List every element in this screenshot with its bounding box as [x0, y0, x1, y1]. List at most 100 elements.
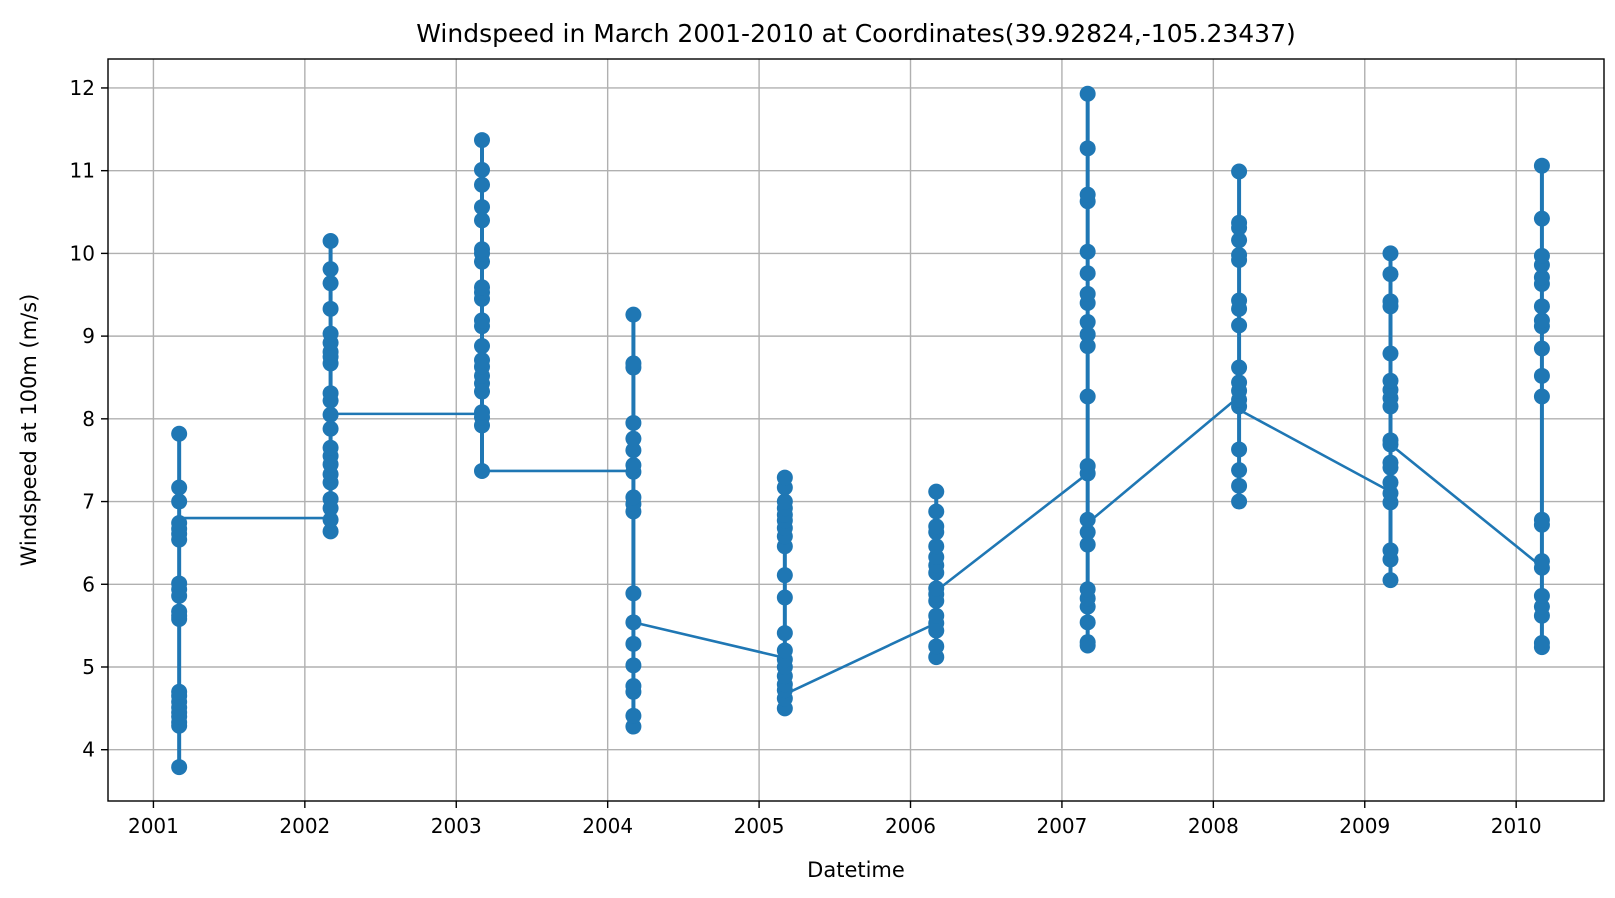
data-point [474, 176, 490, 193]
data-point [1079, 265, 1096, 282]
data-point [776, 589, 793, 606]
data-point [1231, 292, 1248, 309]
data-point [171, 515, 188, 532]
x-axis: 2001 2002 2003 2004 2005 2006 2007 2008 2009 2010 [128, 801, 1542, 838]
x-tick-label: 2009 [1339, 814, 1390, 838]
data-point [1079, 314, 1096, 331]
data-point [1533, 157, 1550, 174]
y-tick-label: 4 [82, 738, 95, 762]
data-point [322, 385, 339, 402]
data-point [171, 603, 188, 620]
data-point [474, 279, 490, 296]
x-tick-label: 2008 [1188, 814, 1239, 838]
x-tick-label: 2007 [1036, 814, 1087, 838]
axes-frame [107, 58, 1605, 802]
data-point [1533, 312, 1550, 329]
data-point [1079, 581, 1096, 598]
y-tick-label: 12 [70, 76, 95, 100]
data-point [322, 491, 339, 508]
data-point [322, 300, 339, 317]
data-point [1079, 338, 1096, 355]
x-tick-label: 2005 [734, 814, 785, 838]
data-point [171, 479, 188, 496]
y-tick-label: 10 [70, 241, 95, 265]
data-point [625, 306, 642, 323]
data-point [1533, 340, 1550, 357]
y-axis-label: Windspeed at 100m (m/s) [17, 294, 41, 567]
data-point [322, 275, 339, 292]
chart-title: Windspeed in March 2001-2010 at Coordina… [416, 19, 1296, 48]
data-point [1231, 214, 1248, 231]
data-point [625, 657, 642, 674]
data-point [1382, 293, 1399, 310]
data-point [1533, 587, 1550, 604]
series-line-segment [632, 621, 787, 660]
plot-area [171, 85, 1550, 776]
data-point [1533, 269, 1550, 286]
y-tick-label: 5 [82, 655, 95, 679]
data-point [776, 642, 793, 659]
y-tick-label: 7 [82, 490, 95, 514]
data-point [1382, 454, 1399, 471]
data-point [1382, 245, 1399, 262]
data-point [1533, 553, 1550, 570]
data-point [474, 312, 490, 329]
data-point [1533, 367, 1550, 384]
y-tick-label: 6 [82, 572, 95, 596]
data-point [928, 518, 945, 535]
data-point [1079, 186, 1096, 203]
data-point [625, 489, 642, 506]
data-point [474, 462, 490, 479]
data-point [928, 483, 945, 500]
data-point [1231, 317, 1248, 334]
data-point [625, 355, 642, 372]
data-point [625, 707, 642, 724]
data-point [1079, 140, 1096, 157]
data-point [1382, 572, 1399, 589]
data-point [1079, 243, 1096, 260]
data-point [625, 585, 642, 602]
data-point [474, 161, 490, 178]
data-point [928, 538, 945, 555]
data-point [1382, 432, 1399, 449]
data-point [474, 338, 490, 355]
y-tick-label: 9 [82, 324, 95, 348]
y-tick-label: 8 [82, 407, 95, 431]
data-point [1079, 524, 1096, 541]
data-point [1079, 536, 1096, 553]
data-point [928, 607, 945, 624]
data-point [928, 638, 945, 655]
data-point [322, 420, 339, 437]
data-point [625, 457, 642, 474]
data-point [171, 493, 188, 510]
data-point [171, 683, 188, 700]
data-point [1079, 614, 1096, 631]
x-tick-label: 2010 [1491, 814, 1542, 838]
x-tick-label: 2001 [128, 814, 179, 838]
data-point [474, 404, 490, 421]
data-point [1231, 247, 1248, 264]
data-point [1533, 247, 1550, 264]
data-point [474, 241, 490, 258]
data-point [1079, 511, 1096, 528]
x-tick-label: 2002 [279, 814, 330, 838]
data-point [1079, 285, 1096, 302]
data-point [322, 511, 339, 528]
data-point [1231, 441, 1248, 458]
data-point [322, 232, 339, 249]
data-point [776, 625, 793, 642]
data-point [1079, 85, 1096, 102]
series-line-segment [1237, 408, 1392, 493]
data-point [322, 325, 339, 342]
x-tick-label: 2006 [885, 814, 936, 838]
data-point [1231, 232, 1248, 249]
data-point [625, 414, 642, 431]
data-point [322, 523, 339, 540]
data-point [625, 430, 642, 447]
data-point [1382, 474, 1399, 491]
data-point [928, 580, 945, 597]
data-point [322, 261, 339, 278]
series-line-segment [783, 621, 938, 696]
data-point [625, 678, 642, 695]
data-point [1382, 542, 1399, 559]
